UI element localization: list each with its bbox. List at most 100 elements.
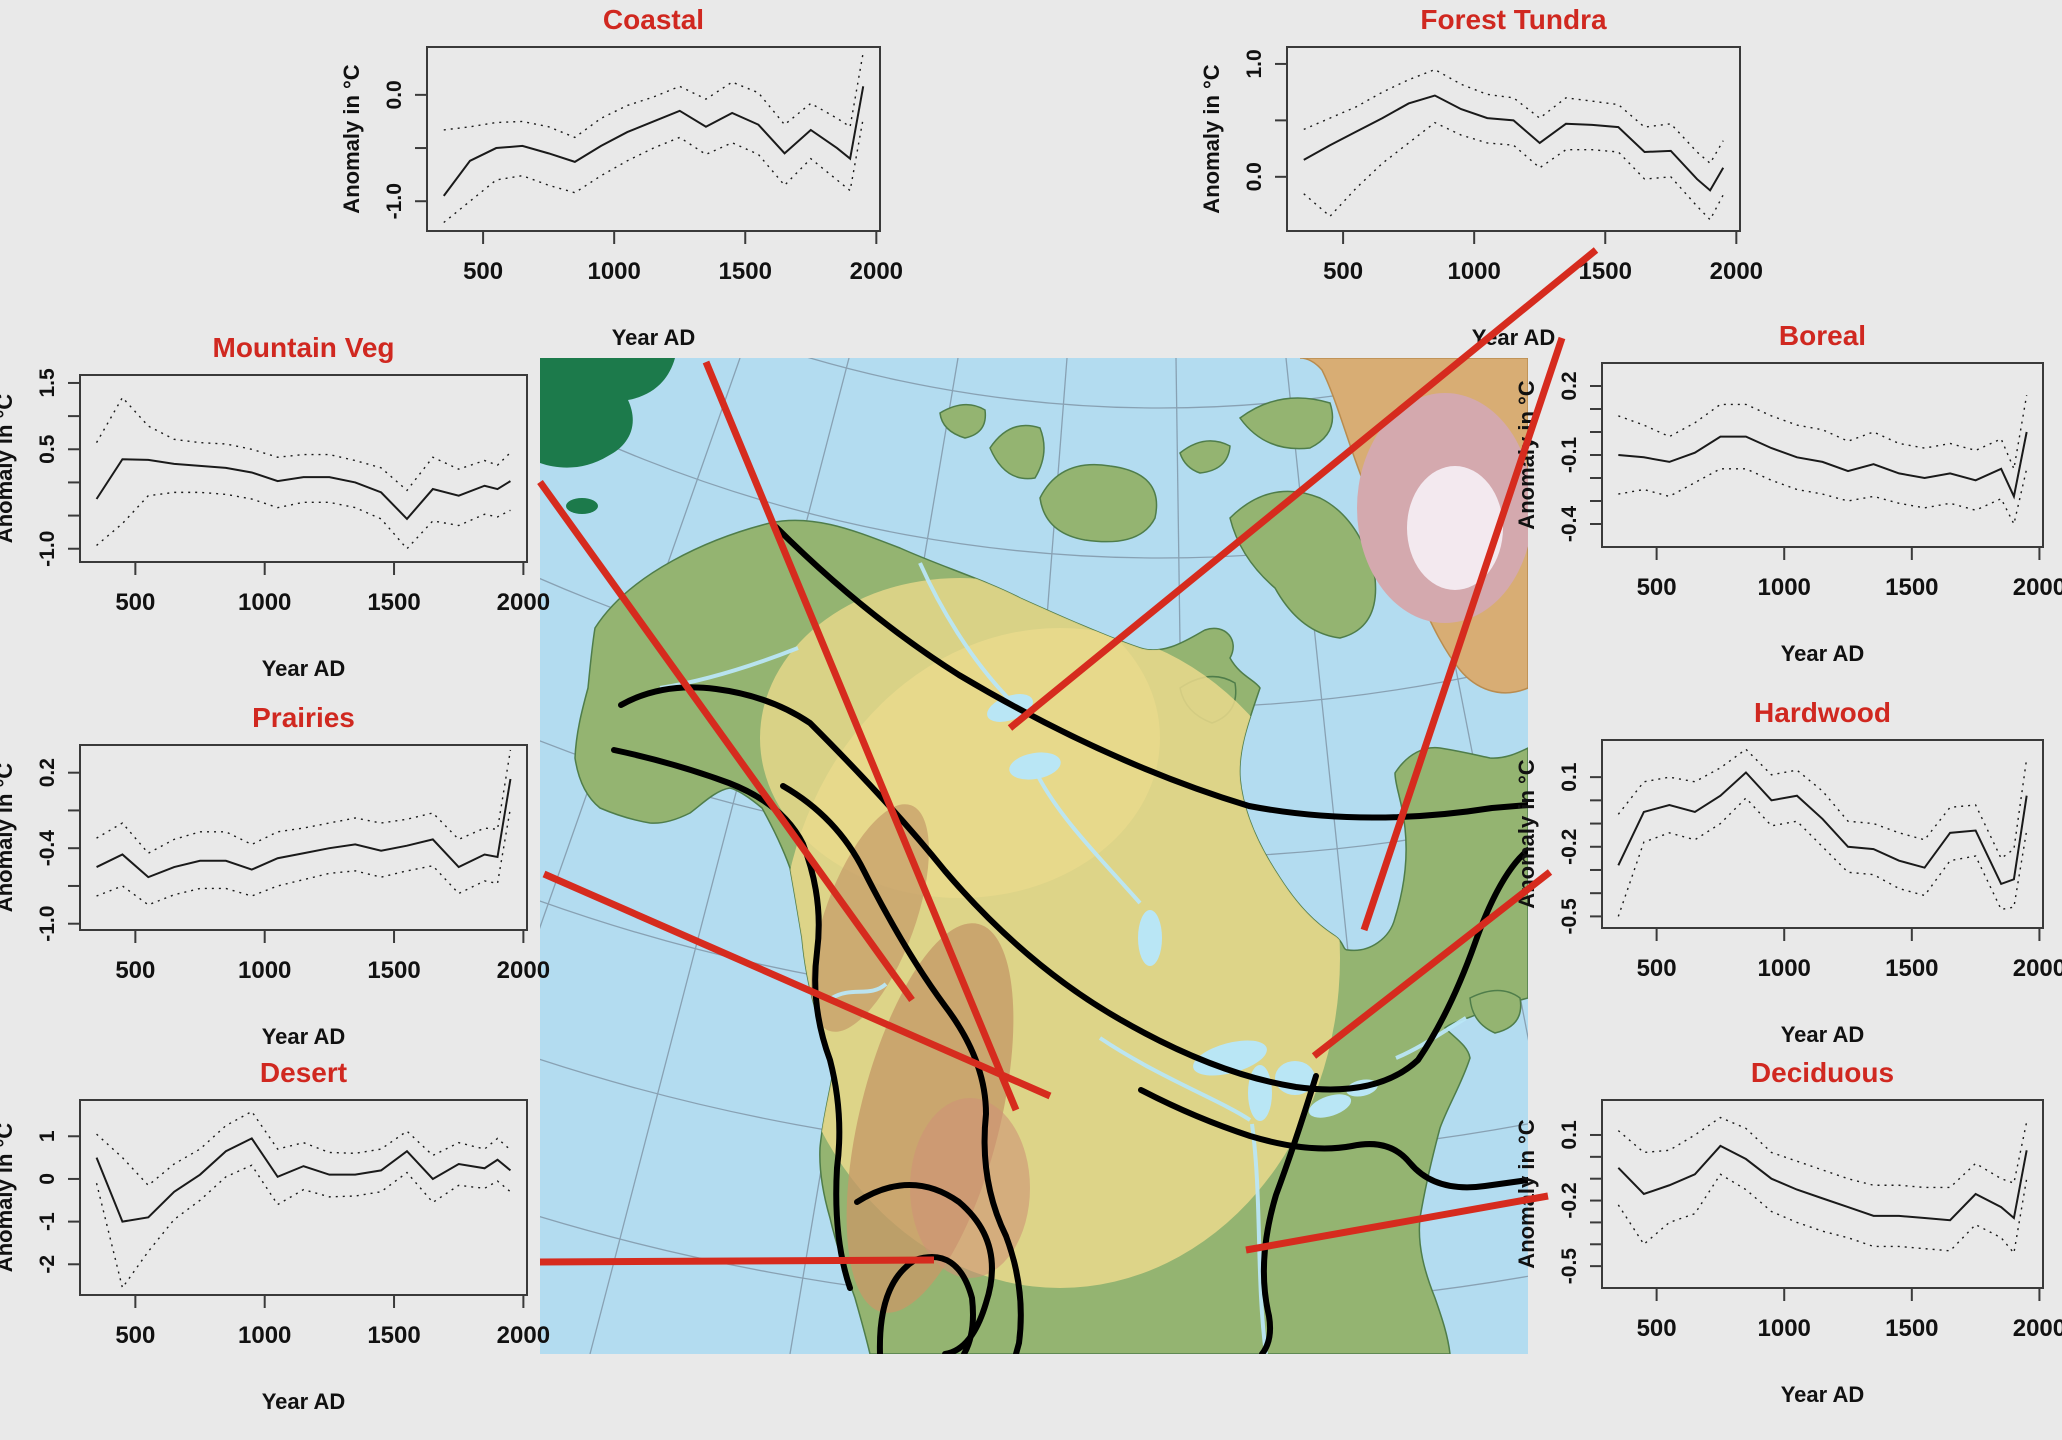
plot-box [79,744,528,931]
y-axis-label: Anomaly in °C [1199,64,1224,213]
y-tick-label: 0.1 [1558,1120,1581,1150]
chart-desert: 1 0 -1 -2 500 1000 1500 2000 Desert Anomaly in °C… [0,1050,607,1425]
chart-title: Deciduous [1751,1057,1894,1088]
chart-canvas-deciduous: 0.1 -0.2 -0.5 500 1000 1500 2000 Deciduous Anoma… [1514,1057,2062,1407]
y-tick-label: 1 [36,1130,59,1142]
x-tick-label: 2000 [850,258,903,285]
zone-line-desert-inner [876,1254,976,1354]
y-tick-label: 1.0 [1243,49,1266,78]
y-tick-label: 0.2 [1558,371,1581,400]
y-tick-label: 1.5 [36,368,59,398]
boreal-mean-line [1618,431,2028,500]
x-axis-label: Year AD [612,325,696,350]
chart-canvas-desert: 1 0 -1 -2 500 1000 1500 2000 Desert Anomaly in °C… [0,1057,550,1414]
y-tick-label: -2 [36,1255,59,1274]
deciduous-lower-ci-line [1617,1173,2028,1255]
x-tick-label: 500 [463,258,503,285]
prairies-mean-line [96,778,512,879]
y-tick-label: -0.4 [36,830,59,867]
north-america-map [540,358,1528,1354]
y-axis-label: Anomaly in °C [1514,1119,1539,1268]
x-tick-label: 2000 [497,589,550,616]
x-tick-label: 500 [115,1322,155,1349]
y-tick-label: -0.4 [1558,506,1581,543]
x-axis-label: Year AD [262,1024,346,1049]
chart-canvas-mountain-veg: 1.5 0.5 -1.0 500 1000 1500 2000 Mountain Veg Ano… [0,332,550,681]
y-tick-label: -0.5 [1558,898,1581,935]
plot-box [426,46,881,232]
x-tick-label: 1500 [1579,258,1632,285]
x-tick-label: 1000 [587,258,640,285]
x-tick-label: 1500 [719,258,772,285]
plot-box [1601,1099,2044,1289]
chart-title: Boreal [1779,320,1866,351]
desert-mean-line [95,1137,512,1223]
y-tick-label: 0.1 [1558,762,1581,792]
y-tick-label: -1.0 [36,906,59,942]
x-tick-label: 2000 [2013,1315,2062,1342]
y-tick-label: 0.0 [1243,162,1266,191]
y-tick-label: -1.0 [383,183,406,219]
x-tick-label: 500 [1637,955,1677,982]
chart-title: Coastal [603,4,704,35]
y-tick-label: -0.2 [1558,829,1581,865]
coastal-upper-ci-line [443,52,864,139]
x-tick-label: 1000 [1758,955,1811,982]
zone-line-hardwood [1138,1087,1528,1191]
y-tick-label: 0.2 [36,758,59,787]
x-tick-label: 500 [115,957,155,984]
x-tick-label: 2000 [2013,955,2062,982]
y-tick-label: -1.0 [36,531,59,567]
x-tick-label: 1000 [238,589,291,616]
y-tick-label: 0.0 [383,80,406,109]
chart-hardwood: 0.1 -0.2 -0.5 500 1000 1500 2000 Hardwood Anomal… [1492,690,2062,1058]
x-tick-label: 2000 [497,1322,550,1349]
x-tick-label: 1500 [367,589,420,616]
desert-upper-ci-line [96,1110,511,1187]
chart-title: Prairies [252,702,355,733]
x-tick-label: 1500 [1885,574,1938,601]
y-axis-label: Anomaly in °C [339,64,364,213]
y-axis-label: Anomaly in °C [1514,759,1539,908]
x-tick-label: 1500 [1885,1315,1938,1342]
plot-box [1286,46,1741,232]
y-tick-label: 0 [36,1173,59,1185]
x-axis-label: Year AD [1781,641,1865,666]
chart-canvas-coastal: 0.0 -1.0 500 1000 1500 2000 Coastal Anomaly in … [339,4,903,350]
y-tick-label: -1 [36,1212,59,1231]
y-axis-label: Anomaly in °C [1514,380,1539,529]
prairies-upper-ci-line [96,749,512,855]
y-tick-label: -0.1 [1558,437,1581,474]
chart-boreal: 0.2 -0.1 -0.4 500 1000 1500 2000 Boreal Anomaly … [1492,313,2062,677]
x-tick-label: 1000 [1758,1315,1811,1342]
x-axis-label: Year AD [1781,1022,1865,1047]
y-tick-label: -0.5 [1558,1248,1581,1285]
x-tick-label: 1500 [1885,955,1938,982]
chart-title: Desert [260,1057,347,1088]
x-axis-label: Year AD [262,1389,346,1414]
plot-box [79,374,528,563]
deciduous-upper-ci-line [1617,1116,2028,1189]
x-tick-label: 1000 [1447,258,1500,285]
greenland-icecap [1407,466,1503,590]
hardwood-mean-line [1617,771,2028,886]
coastal-mean-line [442,86,865,197]
plot-box [1601,362,2044,548]
mountain-veg-mean-line [95,458,511,521]
x-tick-label: 500 [1323,258,1363,285]
y-axis-label: Anomaly in °C [0,394,17,543]
x-tick-label: 1500 [367,1322,420,1349]
chart-prairies: 0.2 -0.4 -1.0 500 1000 1500 2000 Prairies Anomal… [0,695,607,1060]
x-axis-label: Year AD [1781,1382,1865,1407]
forest-tundra-upper-ci-line [1303,68,1724,165]
plateau-relief [910,1098,1030,1278]
x-tick-label: 2000 [2013,574,2062,601]
boreal-lower-ci-line [1618,468,2028,527]
desert-lower-ci-line [95,1164,511,1290]
plot-box [1601,739,2044,929]
chart-title: Forest Tundra [1420,4,1607,35]
chart-forest-tundra: 1.0 0.0 500 1000 1500 2000 Forest Tundra Anomal… [1177,0,1820,361]
chart-mountain-veg: 1.5 0.5 -1.0 500 1000 1500 2000 Mountain Veg Ano… [0,325,607,692]
x-tick-label: 1000 [238,1322,291,1349]
